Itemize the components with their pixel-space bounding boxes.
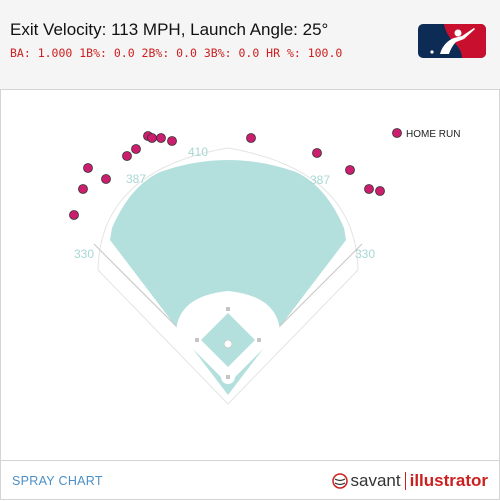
distance-labels: 410 387 387 330 330 [74, 145, 375, 261]
batting-stats: BA: 1.000 1B%: 0.0 2B%: 0.0 3B%: 0.0 HR … [10, 46, 343, 60]
home-run-point-4 [101, 174, 111, 184]
legend-label-home-run: HOME RUN [406, 129, 460, 140]
spray-chart-svg: 410 387 387 330 330 HOME RUN [69, 128, 460, 405]
first-base [257, 338, 261, 342]
home-run-point-3 [83, 163, 93, 173]
footer-title: SPRAY CHART [12, 474, 103, 488]
third-base [195, 338, 199, 342]
savant-illustrator-brand: savant illustrator [331, 470, 488, 492]
brand-separator [404, 472, 406, 490]
home-run-point-12 [312, 148, 322, 158]
distance-label-right-center: 387 [310, 173, 330, 187]
spray-chart: 410 387 387 330 330 HOME RUN [0, 90, 500, 460]
outfield-grass [110, 160, 346, 395]
pitchers-mound [223, 339, 233, 349]
savant-ball-icon [331, 473, 348, 489]
mlb-logo-icon [418, 24, 486, 58]
home-plate [226, 375, 230, 379]
home-run-point-14 [364, 184, 374, 194]
chart-legend: HOME RUN [392, 128, 460, 140]
distance-label-left-line: 330 [74, 247, 94, 261]
second-base [226, 307, 230, 311]
chart-footer: SPRAY CHART savant illustrator [0, 460, 500, 501]
home-run-point-2 [78, 184, 88, 194]
home-run-point-6 [131, 144, 141, 154]
brand-savant-text: savant [350, 471, 401, 490]
home-run-point-5 [122, 151, 132, 161]
field-boundary [97, 147, 359, 405]
chart-header: Exit Velocity: 113 MPH, Launch Angle: 25… [0, 0, 500, 90]
brand-illustrator-text: illustrator [409, 471, 488, 490]
chart-title: Exit Velocity: 113 MPH, Launch Angle: 25… [10, 20, 329, 39]
home-run-point-11 [246, 133, 256, 143]
baseball-field [93, 147, 363, 405]
home-run-point-13 [345, 165, 355, 175]
legend-marker-home-run [392, 128, 402, 138]
home-run-point-10 [167, 136, 177, 146]
distance-label-center: 410 [188, 145, 208, 159]
home-run-point-8 [147, 133, 157, 143]
home-run-point-9 [156, 133, 166, 143]
distance-label-left-center: 387 [126, 172, 146, 186]
home-run-point-1 [69, 210, 79, 220]
distance-label-right-line: 330 [355, 247, 375, 261]
home-run-points [69, 131, 385, 220]
home-run-point-15 [375, 186, 385, 196]
